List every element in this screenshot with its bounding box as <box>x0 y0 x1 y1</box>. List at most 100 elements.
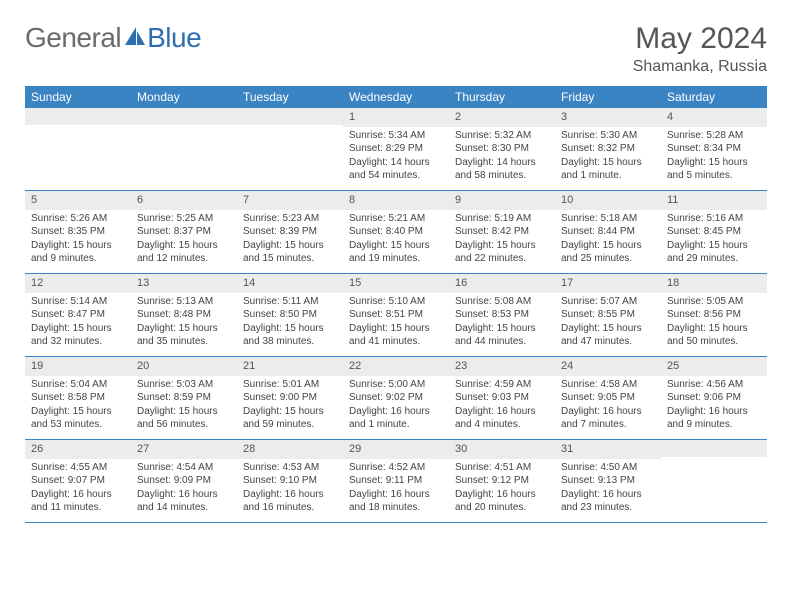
sunrise-text: Sunrise: 5:25 AM <box>137 212 231 226</box>
day-cell: 16 Sunrise: 5:08 AMSunset: 8:53 PMDayligh… <box>449 274 555 356</box>
daylight-text: Daylight: 15 hours and 19 minutes. <box>349 239 443 266</box>
sunrise-text: Sunrise: 4:50 AM <box>561 461 655 475</box>
day-cell: 30Sunrise: 4:51 AMSunset: 9:12 PMDayligh… <box>449 440 555 522</box>
daylight-text: Daylight: 15 hours and 59 minutes. <box>243 405 337 432</box>
sunset-text: Sunset: 8:34 PM <box>667 142 761 156</box>
day-cell: 6Sunrise: 5:25 AMSunset: 8:37 PMDaylight… <box>131 191 237 273</box>
day-number: 23 <box>449 357 555 376</box>
daylight-text: Daylight: 15 hours and 25 minutes. <box>561 239 655 266</box>
day-header-fri: Friday <box>555 86 661 108</box>
day-number: 1 <box>343 108 449 127</box>
day-number: 25 <box>661 357 767 376</box>
sunrise-text: Sunrise: 5:07 AM <box>561 295 655 309</box>
day-header-sun: Sunday <box>25 86 131 108</box>
day-content: Sunrise: 5:34 AMSunset: 8:29 PMDaylight:… <box>343 129 449 187</box>
day-header-tue: Tuesday <box>237 86 343 108</box>
sunset-text: Sunset: 8:47 PM <box>31 308 125 322</box>
sunset-text: Sunset: 8:42 PM <box>455 225 549 239</box>
day-content: Sunrise: 4:50 AMSunset: 9:13 PMDaylight:… <box>555 461 661 519</box>
day-cell: 26 Sunrise: 4:55 AMSunset: 9:07 PMDayligh… <box>25 440 131 522</box>
day-content: Sunrise: 5:19 AMSunset: 8:42 PMDaylight:… <box>449 212 555 270</box>
day-content: Sunrise: 5:13 AMSunset: 8:48 PMDaylight:… <box>131 295 237 353</box>
day-cell: 10Sunrise: 5:18 AMSunset: 8:44 PMDayligh… <box>555 191 661 273</box>
day-cell: 3Sunrise: 5:30 AMSunset: 8:32 PMDaylight… <box>555 108 661 190</box>
day-number: 31 <box>555 440 661 459</box>
sunrise-text: Sunrise: 4:56 AM <box>667 378 761 392</box>
day-content: Sunrise: 4:56 AMSunset: 9:06 PMDaylight:… <box>661 378 767 436</box>
day-number: 27 <box>131 440 237 459</box>
empty-day-bar <box>237 108 343 125</box>
calendar-page: General Blue May 2024 Shamanka, Russia S… <box>0 0 792 533</box>
daylight-text: Daylight: 14 hours and 58 minutes. <box>455 156 549 183</box>
daylight-text: Daylight: 15 hours and 38 minutes. <box>243 322 337 349</box>
day-number: 22 <box>343 357 449 376</box>
sunset-text: Sunset: 8:40 PM <box>349 225 443 239</box>
day-number: 8 <box>343 191 449 210</box>
sunset-text: Sunset: 8:44 PM <box>561 225 655 239</box>
sunset-text: Sunset: 9:05 PM <box>561 391 655 405</box>
day-headers-row: Sunday Monday Tuesday Wednesday Thursday… <box>25 86 767 108</box>
sunset-text: Sunset: 8:55 PM <box>561 308 655 322</box>
day-cell: 7Sunrise: 5:23 AMSunset: 8:39 PMDaylight… <box>237 191 343 273</box>
day-number: 18 <box>661 274 767 293</box>
day-header-sat: Saturday <box>661 86 767 108</box>
daylight-text: Daylight: 16 hours and 4 minutes. <box>455 405 549 432</box>
sunset-text: Sunset: 8:45 PM <box>667 225 761 239</box>
day-cell: 15Sunrise: 5:10 AMSunset: 8:51 PMDayligh… <box>343 274 449 356</box>
sunset-text: Sunset: 8:50 PM <box>243 308 337 322</box>
sunrise-text: Sunrise: 4:59 AM <box>455 378 549 392</box>
sunset-text: Sunset: 9:11 PM <box>349 474 443 488</box>
sunset-text: Sunset: 8:29 PM <box>349 142 443 156</box>
sunrise-text: Sunrise: 4:55 AM <box>31 461 125 475</box>
day-number: 6 <box>131 191 237 210</box>
day-number: 11 <box>661 191 767 210</box>
day-number: 24 <box>555 357 661 376</box>
day-number: 16 <box>449 274 555 293</box>
sunrise-text: Sunrise: 4:58 AM <box>561 378 655 392</box>
daylight-text: Daylight: 15 hours and 32 minutes. <box>31 322 125 349</box>
day-content: Sunrise: 4:55 AMSunset: 9:07 PMDaylight:… <box>25 461 131 519</box>
day-cell: 22Sunrise: 5:00 AMSunset: 9:02 PMDayligh… <box>343 357 449 439</box>
daylight-text: Daylight: 16 hours and 20 minutes. <box>455 488 549 515</box>
day-content: Sunrise: 4:58 AMSunset: 9:05 PMDaylight:… <box>555 378 661 436</box>
day-number: 4 <box>661 108 767 127</box>
sunrise-text: Sunrise: 5:23 AM <box>243 212 337 226</box>
day-content: Sunrise: 5:03 AMSunset: 8:59 PMDaylight:… <box>131 378 237 436</box>
sunset-text: Sunset: 9:09 PM <box>137 474 231 488</box>
day-number: 3 <box>555 108 661 127</box>
day-content: Sunrise: 4:53 AMSunset: 9:10 PMDaylight:… <box>237 461 343 519</box>
day-number: 7 <box>237 191 343 210</box>
day-content: Sunrise: 5:10 AMSunset: 8:51 PMDaylight:… <box>343 295 449 353</box>
day-content: Sunrise: 5:05 AMSunset: 8:56 PMDaylight:… <box>661 295 767 353</box>
day-number: 9 <box>449 191 555 210</box>
sunset-text: Sunset: 8:32 PM <box>561 142 655 156</box>
day-number: 2 <box>449 108 555 127</box>
sunrise-text: Sunrise: 5:08 AM <box>455 295 549 309</box>
day-content: Sunrise: 4:54 AMSunset: 9:09 PMDaylight:… <box>131 461 237 519</box>
day-content: Sunrise: 5:26 AMSunset: 8:35 PMDaylight:… <box>25 212 131 270</box>
daylight-text: Daylight: 16 hours and 23 minutes. <box>561 488 655 515</box>
daylight-text: Daylight: 16 hours and 14 minutes. <box>137 488 231 515</box>
week-row: 5 Sunrise: 5:26 AMSunset: 8:35 PMDaylight… <box>25 191 767 274</box>
sunset-text: Sunset: 9:12 PM <box>455 474 549 488</box>
day-number: 10 <box>555 191 661 210</box>
day-content: Sunrise: 5:07 AMSunset: 8:55 PMDaylight:… <box>555 295 661 353</box>
sunset-text: Sunset: 9:07 PM <box>31 474 125 488</box>
day-number: 26 <box>25 440 131 459</box>
day-number: 12 <box>25 274 131 293</box>
day-content: Sunrise: 5:08 AMSunset: 8:53 PMDaylight:… <box>449 295 555 353</box>
daylight-text: Daylight: 15 hours and 22 minutes. <box>455 239 549 266</box>
sunset-text: Sunset: 8:51 PM <box>349 308 443 322</box>
day-cell: 31 Sunrise: 4:50 AMSunset: 9:13 PMDayligh… <box>555 440 661 522</box>
sunset-text: Sunset: 8:58 PM <box>31 391 125 405</box>
day-cell: 21Sunrise: 5:01 AMSunset: 9:00 PMDayligh… <box>237 357 343 439</box>
sunrise-text: Sunrise: 4:52 AM <box>349 461 443 475</box>
sunset-text: Sunset: 9:06 PM <box>667 391 761 405</box>
day-content: Sunrise: 5:28 AMSunset: 8:34 PMDaylight:… <box>661 129 767 187</box>
day-number: 5 <box>25 191 131 210</box>
day-number: 13 <box>131 274 237 293</box>
day-number: 14 <box>237 274 343 293</box>
daylight-text: Daylight: 16 hours and 1 minute. <box>349 405 443 432</box>
month-title: May 2024 <box>633 22 767 56</box>
sunrise-text: Sunrise: 5:03 AM <box>137 378 231 392</box>
